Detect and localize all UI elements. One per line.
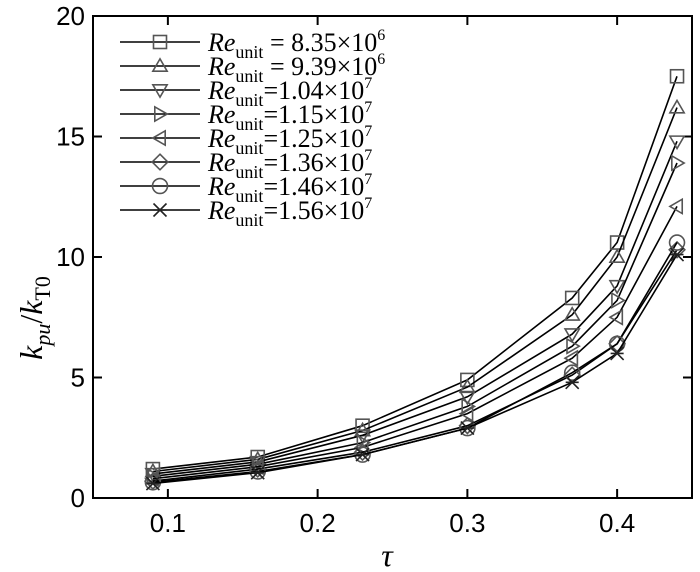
data-point: [668, 197, 684, 215]
legend-label: Reunit = 8.35×106: [207, 27, 385, 62]
y-tick-label: 15: [56, 122, 85, 152]
series-line: [152, 206, 678, 480]
x-tick-label: 0.4: [599, 508, 635, 538]
data-point: [458, 405, 474, 423]
data-point: [565, 375, 580, 390]
data-point: [668, 234, 686, 251]
legend-label: Reunit=1.46×107: [207, 171, 372, 206]
legend-label: Reunit=1.25×107: [207, 123, 372, 158]
data-point: [669, 68, 685, 84]
legend-entry: Reunit=1.15×107: [120, 99, 372, 134]
data-point: [355, 447, 370, 462]
legend-marker: [151, 129, 166, 147]
data-point: [354, 446, 371, 463]
legend-entry: Reunit = 9.39×106: [120, 51, 385, 86]
data-point: [563, 364, 581, 381]
legend-marker: [151, 177, 169, 195]
data-point: [668, 98, 686, 114]
legend-marker: [151, 153, 169, 171]
y-tick-label: 10: [56, 242, 85, 272]
legend-entry: Reunit=1.25×107: [120, 123, 372, 158]
legend-label: Reunit=1.04×107: [207, 75, 372, 110]
legend-marker: [154, 105, 169, 123]
plot-border: [92, 15, 693, 499]
series-line: [152, 242, 678, 484]
data-point: [145, 476, 160, 491]
data-point: [671, 154, 686, 172]
data-point: [610, 346, 625, 361]
legend-entry: Reunit=1.56×107: [120, 195, 372, 230]
data-point: [353, 438, 369, 456]
plot-frame: [92, 15, 693, 499]
series-layer: [143, 68, 686, 491]
data-point: [668, 135, 686, 151]
series-6: [143, 240, 686, 491]
data-point: [669, 247, 685, 262]
data-point: [564, 290, 580, 306]
legend-entry: Reunit = 8.35×106: [120, 27, 385, 62]
y-tick-label: 5: [71, 363, 85, 393]
x-axis-label: τ: [381, 537, 394, 572]
legend-marker: [151, 84, 169, 99]
series-5: [144, 197, 684, 488]
legend-label: Reunit=1.15×107: [207, 99, 372, 134]
data-point: [608, 308, 624, 326]
legend-marker: [152, 34, 168, 50]
data-point: [608, 248, 626, 264]
legend-entry: Reunit=1.04×107: [120, 75, 372, 110]
data-point: [355, 418, 370, 434]
y-tick-label: 0: [71, 483, 85, 513]
legend-label: Reunit=1.56×107: [207, 195, 372, 230]
y-tick-label: 20: [56, 1, 85, 31]
legend-entry: Reunit=1.36×107: [120, 147, 372, 182]
data-point: [460, 421, 475, 436]
legend-label: Reunit=1.36×107: [207, 147, 372, 182]
legend-entry: Reunit=1.46×107: [120, 171, 372, 206]
x-tick-label: 0.1: [150, 508, 186, 538]
y-axis-label: kpu/kT0: [13, 276, 55, 360]
series-8: [145, 247, 685, 491]
legend-marker: [152, 202, 168, 218]
data-point: [566, 337, 581, 355]
data-point: [458, 390, 476, 406]
axis-ticks: 0.1 0.2 0.3 0.4 0 5 10 15 20: [56, 1, 692, 538]
data-point: [250, 465, 265, 480]
data-point: [461, 397, 477, 415]
data-point: [563, 306, 581, 321]
data-point: [608, 279, 626, 295]
data-point: [563, 328, 581, 343]
series-line: [152, 254, 678, 485]
data-point: [563, 349, 579, 367]
legend-marker: [151, 57, 169, 72]
legend-label: Reunit = 9.39×106: [207, 51, 385, 86]
data-point: [608, 335, 626, 353]
data-point: [459, 419, 476, 437]
data-point: [611, 291, 626, 309]
x-tick-label: 0.3: [449, 508, 485, 538]
x-tick-label: 0.2: [300, 508, 336, 538]
data-point: [251, 455, 267, 473]
